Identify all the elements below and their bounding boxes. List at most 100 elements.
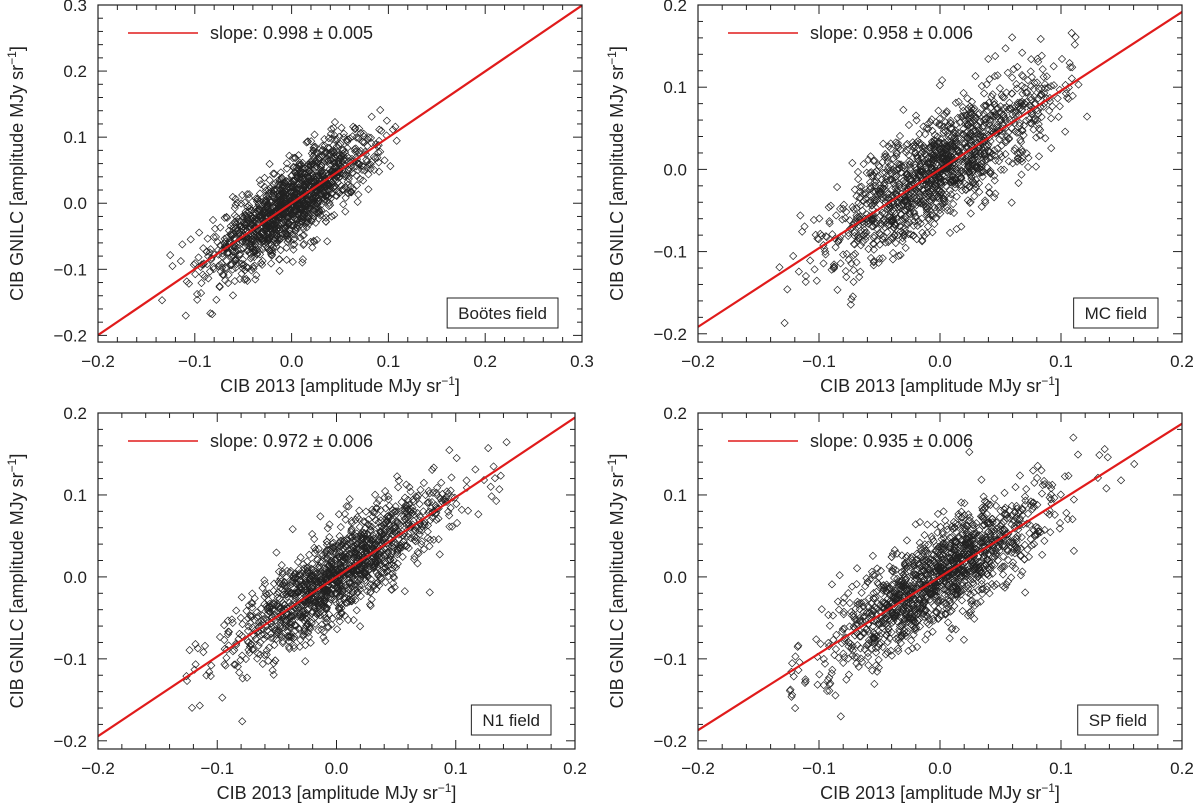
x-tick-label: 0.2 [563, 759, 587, 778]
data-point [874, 258, 883, 267]
data-point [302, 178, 311, 187]
data-point [374, 495, 384, 505]
data-point [258, 213, 267, 222]
data-point [342, 502, 351, 511]
data-point [405, 483, 414, 492]
data-point [853, 231, 862, 240]
data-point [309, 205, 318, 214]
data-point [282, 164, 292, 173]
data-point [258, 583, 267, 593]
x-tick-label: −0.2 [81, 759, 115, 778]
data-point [869, 258, 878, 267]
data-point [940, 197, 949, 206]
data-point [845, 598, 854, 608]
data-point [891, 138, 900, 147]
data-point [892, 149, 901, 158]
data-point [1036, 527, 1045, 537]
data-point [335, 612, 344, 621]
data-point [268, 605, 277, 614]
y-tick-label: 0.0 [63, 194, 87, 213]
data-point [331, 549, 340, 558]
data-point [359, 129, 368, 138]
data-point [942, 148, 952, 157]
data-point [359, 561, 368, 570]
data-point [884, 142, 894, 151]
data-point [404, 529, 413, 539]
data-point [1005, 104, 1014, 113]
data-point [1033, 115, 1042, 125]
data-point [862, 228, 871, 237]
data-point [917, 185, 927, 194]
data-point [376, 513, 385, 522]
data-point [886, 139, 895, 148]
data-point [862, 199, 871, 208]
data-point [274, 577, 283, 586]
data-point [869, 187, 878, 196]
data-point [800, 678, 810, 688]
data-point [324, 623, 333, 632]
data-point [309, 565, 318, 574]
data-point [846, 300, 855, 309]
data-point [989, 97, 999, 106]
data-point [994, 108, 1004, 117]
data-point [264, 595, 273, 605]
data-point [274, 223, 283, 232]
data-point [448, 493, 457, 502]
data-point [789, 251, 798, 261]
data-point [842, 249, 851, 259]
data-point [356, 557, 365, 566]
data-point [867, 599, 876, 608]
data-point [965, 160, 974, 170]
data-point [265, 159, 274, 169]
y-axis-label: CIB GNILC [amplitude MJy sr−1] [5, 46, 27, 301]
data-point [910, 217, 919, 226]
data-point [269, 659, 278, 668]
data-point [282, 159, 292, 168]
data-point [991, 156, 1000, 165]
data-point [335, 617, 344, 626]
data-point [801, 271, 811, 281]
data-point [452, 453, 461, 463]
data-point [372, 504, 381, 513]
data-point [963, 104, 973, 113]
data-point [855, 215, 865, 224]
data-point [257, 621, 266, 630]
data-point [374, 167, 384, 176]
data-point [176, 256, 185, 266]
data-point [853, 212, 862, 221]
data-point [294, 624, 303, 633]
data-point [230, 276, 239, 286]
data-point [240, 211, 250, 221]
data-point [864, 244, 873, 254]
data-point [1008, 33, 1017, 42]
data-point [486, 482, 495, 491]
data-point [315, 185, 325, 194]
data-point [309, 236, 318, 245]
data-point [1022, 88, 1032, 97]
data-point [289, 240, 298, 250]
data-point [218, 693, 227, 702]
data-point [966, 111, 975, 120]
data-point [351, 144, 360, 153]
data-point [936, 177, 945, 187]
data-point [343, 135, 353, 144]
data-point [280, 179, 289, 188]
data-point [1037, 51, 1046, 60]
data-point [849, 266, 858, 275]
data-point [328, 614, 337, 623]
data-point [207, 661, 216, 670]
data-point [952, 192, 961, 201]
data-point [946, 123, 956, 132]
data-point [333, 572, 343, 582]
scatter-panel-1: −0.2 −0.1 0.0 0.1 0.2 0.3−0.2−0.10.00.10.20.3… [5, 0, 594, 396]
data-point [847, 259, 856, 268]
data-point [195, 228, 204, 237]
data-point [314, 205, 323, 215]
data-point [238, 190, 247, 200]
data-point [968, 124, 978, 133]
data-point [444, 507, 453, 516]
data-point [968, 176, 977, 186]
data-point [295, 571, 304, 580]
data-point [419, 507, 428, 516]
data-point [310, 602, 319, 611]
